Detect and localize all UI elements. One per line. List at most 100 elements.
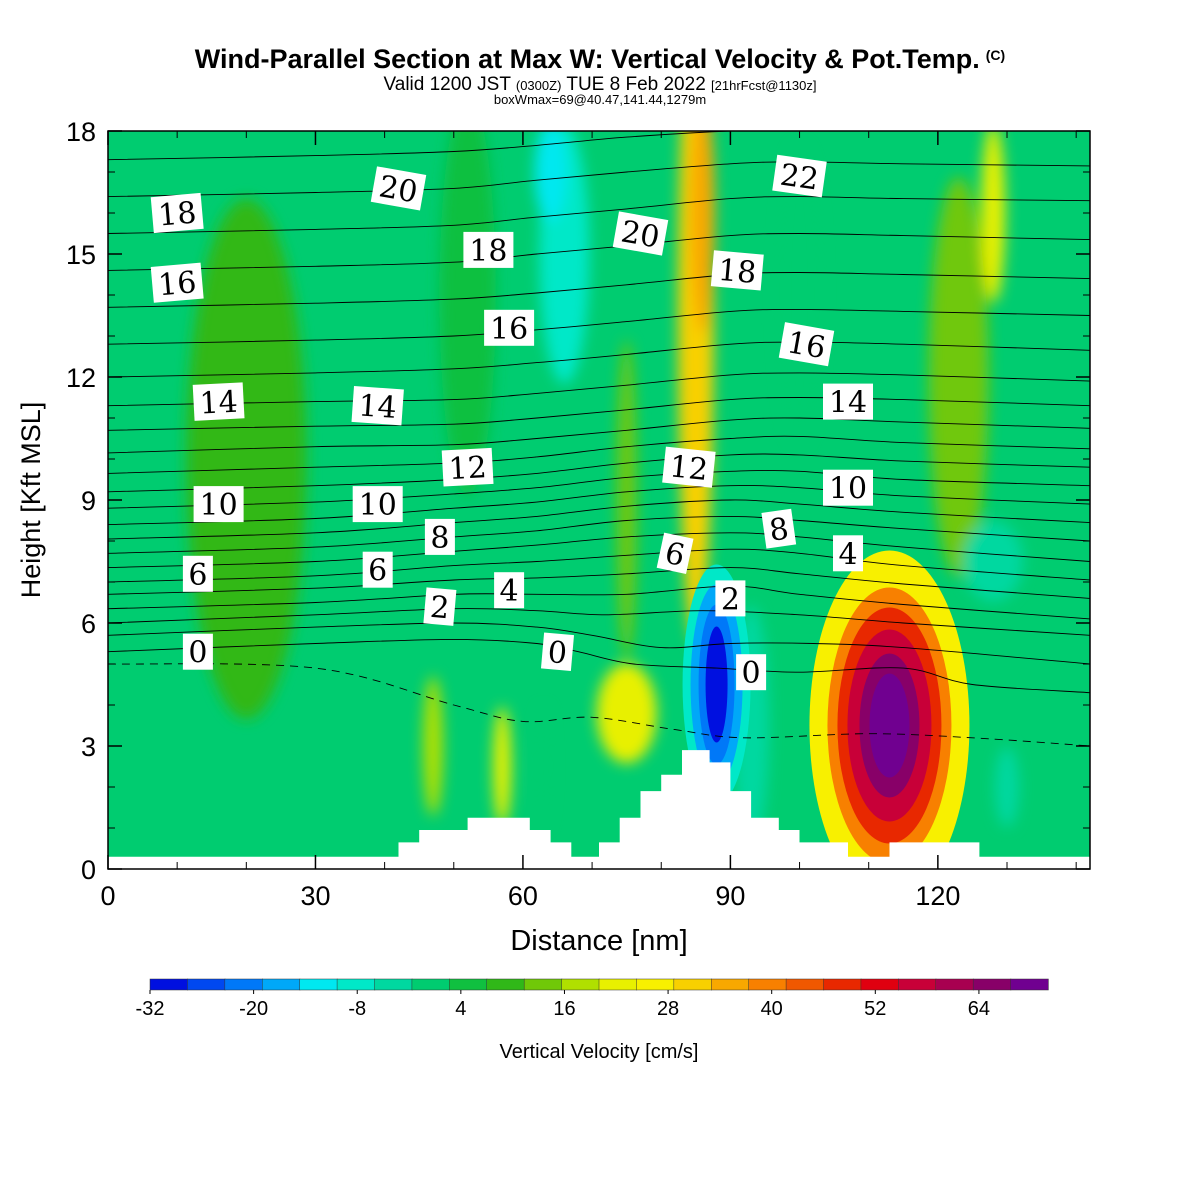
- colorbar-swatch: [411, 978, 450, 991]
- isotherm-label-box: [182, 633, 213, 670]
- isotherm-17: [108, 308, 1090, 345]
- isotherm-label: 22: [772, 154, 827, 198]
- colorbar-swatch: [748, 978, 787, 991]
- isotherm-label-text: 8: [430, 521, 449, 556]
- isotherm-label-box: [150, 192, 204, 234]
- isotherm-label: 12: [441, 447, 494, 487]
- isotherm-9: [108, 485, 1090, 526]
- y-tick-label: 6: [81, 609, 96, 639]
- isotherm-label-box: [656, 532, 694, 575]
- isotherm-2: [108, 608, 1090, 636]
- isotherm-label: 10: [823, 469, 873, 507]
- isotherm-5: [108, 548, 1090, 583]
- isotherm-label: 4: [494, 572, 525, 609]
- colorbar-swatch: [561, 978, 600, 991]
- isotherm-label-text: 12: [448, 450, 488, 487]
- isotherm-label-text: 14: [199, 385, 239, 422]
- isotherm-label: 16: [150, 262, 204, 303]
- isotherm-8: [108, 499, 1090, 540]
- colorbar-swatch: [486, 978, 525, 991]
- isotherm-label-box: [484, 309, 535, 346]
- field-updraft: [690, 131, 715, 333]
- colorbar-swatch: [785, 978, 825, 991]
- field-downdraft: [995, 747, 1020, 827]
- isotherm-label-text: 0: [546, 635, 568, 672]
- isotherm-label: 8: [761, 508, 797, 549]
- isotherm-label-text: 4: [500, 574, 519, 609]
- isotherm-label-box: [540, 632, 575, 671]
- colorbar-swatch: [224, 978, 263, 991]
- field-weak-downdraft: [439, 131, 496, 495]
- colorbar-swatch: [299, 978, 338, 991]
- colorbar-swatch: [711, 978, 750, 991]
- colorbar-tick-label: 52: [864, 998, 886, 1020]
- isotherm-label-box: [612, 211, 669, 256]
- colorbar-tick-label: -20: [239, 998, 268, 1020]
- isotherm-label-text: 16: [490, 312, 528, 347]
- isotherm-label: 4: [833, 535, 863, 572]
- isotherm-label: 0: [540, 632, 575, 672]
- isotherm-label-box: [424, 518, 455, 555]
- colorbar-swatch: [374, 978, 413, 991]
- isotherm-label-box: [778, 322, 835, 367]
- colorbar-swatch: [860, 978, 899, 991]
- title-mark: (C): [985, 47, 1006, 63]
- isotherm-0: [108, 638, 1090, 694]
- isotherm-label-box: [182, 555, 213, 592]
- isotherm-7: [108, 515, 1090, 554]
- colorbar-swatch: [262, 978, 301, 991]
- isotherm-4: [108, 567, 1090, 599]
- colorbar-swatch: [823, 978, 862, 991]
- x-tick-label: 30: [300, 881, 330, 911]
- isotherm-label: 6: [362, 551, 393, 589]
- isotherm-label: 6: [182, 555, 213, 593]
- isotherm-lines: [108, 131, 1090, 747]
- colorbar-swatch: [149, 978, 189, 991]
- isotherm-label-box: [351, 385, 404, 426]
- isotherm-14: [108, 397, 1090, 431]
- isotherm-label: 2: [715, 580, 746, 617]
- isotherm-label: 18: [463, 231, 514, 269]
- downdraft-minimum: [682, 564, 751, 805]
- forecast-info: [21hrFcst@1130z]: [711, 78, 817, 93]
- isotherm-label-box: [352, 486, 403, 523]
- colorbar-swatch: [673, 978, 712, 991]
- isotherm-label-text: 0: [188, 636, 207, 671]
- y-tick-label: 0: [81, 855, 96, 885]
- field-updraft: [423, 676, 444, 816]
- field-updraft: [596, 663, 657, 764]
- field-downdraft: [536, 706, 551, 827]
- box-info: boxWmax=69@40.47,141.44,1279m: [493, 92, 707, 107]
- isotherm-label-text: 12: [668, 449, 710, 488]
- isotherm-label: 20: [370, 166, 427, 211]
- colorbar-swatch: [898, 978, 937, 991]
- isotherm-11: [108, 453, 1090, 493]
- isotherm-label-text: 18: [157, 195, 198, 233]
- field-downdraft: [534, 131, 567, 222]
- field-updraft: [493, 706, 512, 827]
- x-tick-label: 90: [715, 881, 745, 911]
- isotherm-label-box: [823, 383, 873, 420]
- field-weak-updraft: [981, 131, 1006, 303]
- isotherm-20: [108, 196, 1090, 234]
- isotherm-label: 10: [352, 486, 403, 523]
- isotherm-label: 16: [484, 309, 535, 347]
- colorbar-swatch: [523, 978, 563, 991]
- colorbar-tick-label: 16: [553, 998, 575, 1020]
- colorbar-tick-label: 28: [657, 998, 679, 1020]
- isotherm-1: [108, 622, 1090, 665]
- isotherm-label-text: 16: [157, 265, 198, 303]
- isotherm-label-box: [150, 262, 204, 303]
- isotherm-label-text: 14: [357, 388, 398, 426]
- isotherm-label-box: [833, 535, 863, 572]
- field-downdraft: [963, 521, 1024, 602]
- isotherm-label: 20: [612, 211, 669, 256]
- updraft-maximum: [809, 550, 970, 869]
- isotherm-label: 6: [656, 532, 694, 575]
- isotherm-label: 2: [423, 587, 457, 626]
- isotherm-label: 14: [192, 382, 245, 422]
- isotherm-label-box: [823, 469, 873, 506]
